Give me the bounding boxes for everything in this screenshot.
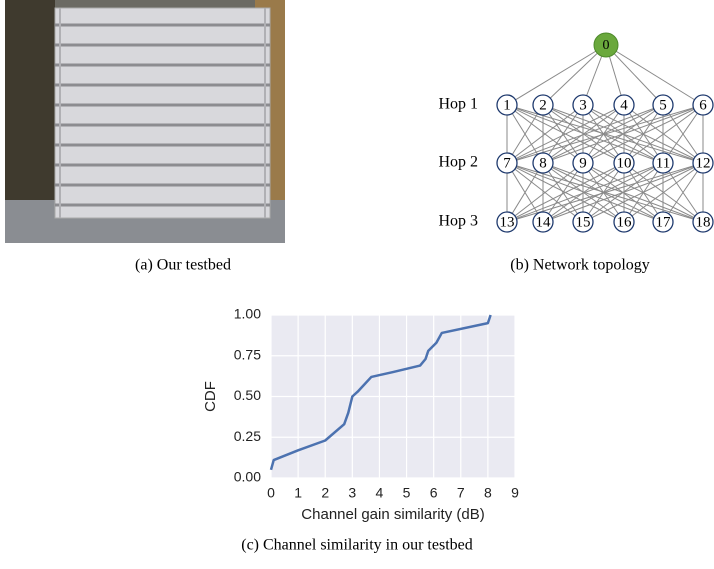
edge: [542, 162, 625, 223]
node-label: 7: [503, 155, 511, 171]
edge: [605, 44, 664, 106]
edge: [506, 44, 607, 106]
caption: (c) Channel similarity in our testbed: [241, 537, 473, 554]
hop-label: Hop 3: [438, 213, 478, 230]
caption: (a) Our testbed: [135, 257, 231, 274]
node: [652, 152, 674, 174]
x-tick-label: 3: [348, 485, 356, 501]
testbed-photo: [5, 0, 285, 243]
edge: [542, 44, 607, 106]
y-tick-label: 0.00: [234, 469, 261, 485]
node-label: 1: [503, 97, 511, 113]
cdf-line: [269, 314, 492, 471]
x-tick-label: 4: [376, 485, 384, 501]
edge: [506, 104, 664, 164]
x-tick-label: 0: [267, 485, 275, 501]
x-tick-label: 7: [457, 485, 465, 501]
node-label: 5: [659, 97, 667, 113]
hop-label: Hop 1: [438, 96, 478, 113]
root-node: [593, 32, 619, 58]
edge: [542, 162, 584, 223]
edge: [662, 162, 704, 223]
y-tick-label: 0.25: [234, 428, 261, 444]
node: [572, 211, 594, 233]
edge: [542, 104, 584, 164]
edges: [506, 44, 704, 223]
hop-label: Hop 2: [438, 154, 478, 171]
y-tick-label: 1.00: [234, 306, 261, 322]
node-label: 10: [617, 155, 632, 171]
y-axis-title: CDF: [202, 381, 219, 412]
node-label: 0: [603, 38, 610, 53]
edge: [623, 104, 704, 164]
caption: (b) Network topology: [510, 257, 650, 274]
node: [613, 94, 635, 116]
node-label: 11: [656, 155, 670, 171]
edge: [582, 162, 704, 223]
node: [496, 211, 518, 233]
cdf-chart: 0.00 0.25 0.50 0.75 1.00 0 1 2 3 4 5 6 7 8 9 Channel ga…: [202, 306, 519, 523]
x-tick-label: 8: [484, 485, 492, 501]
edge: [662, 104, 704, 164]
node: [532, 152, 554, 174]
node: [692, 152, 714, 174]
node-label: 14: [536, 214, 552, 230]
node-label: 2: [539, 97, 547, 113]
node-label: 18: [696, 214, 711, 230]
node-label: 13: [500, 214, 515, 230]
y-tick-label: 0.75: [234, 346, 261, 362]
x-tick-label: 6: [430, 485, 438, 501]
node: [613, 211, 635, 233]
edge: [506, 104, 544, 164]
node-label: 4: [620, 97, 628, 113]
node: [532, 94, 554, 116]
edge: [506, 162, 664, 223]
edge: [542, 104, 625, 164]
edge: [623, 162, 704, 223]
edge: [506, 104, 625, 164]
edge: [542, 104, 704, 164]
x-tick-label: 2: [321, 485, 329, 501]
node-label: 16: [617, 214, 633, 230]
x-axis-title: Channel gain similarity (dB): [301, 506, 484, 523]
x-tick-label: 9: [511, 485, 519, 501]
node: [692, 94, 714, 116]
node-label: 8: [539, 155, 547, 171]
node: [572, 152, 594, 174]
edge: [582, 104, 704, 164]
node-label: 12: [696, 155, 711, 171]
node-label: 9: [579, 155, 587, 171]
node: [496, 152, 518, 174]
node: [572, 94, 594, 116]
edge: [605, 44, 704, 106]
node-label: 15: [576, 214, 591, 230]
edge: [542, 162, 664, 223]
edge: [506, 162, 544, 223]
node: [613, 152, 635, 174]
node: [532, 211, 554, 233]
node: [652, 211, 674, 233]
edge: [542, 104, 664, 164]
x-tick-label: 5: [403, 485, 411, 501]
edge: [506, 162, 584, 223]
node-label: 17: [656, 214, 672, 230]
node: [496, 94, 518, 116]
edge: [542, 162, 704, 223]
node-label: 6: [699, 97, 707, 113]
node-label: 3: [579, 97, 587, 113]
y-tick-label: 0.50: [234, 387, 261, 403]
edge: [506, 162, 625, 223]
node: [652, 94, 674, 116]
edge: [506, 104, 584, 164]
x-tick-label: 1: [294, 485, 302, 501]
node: [692, 211, 714, 233]
